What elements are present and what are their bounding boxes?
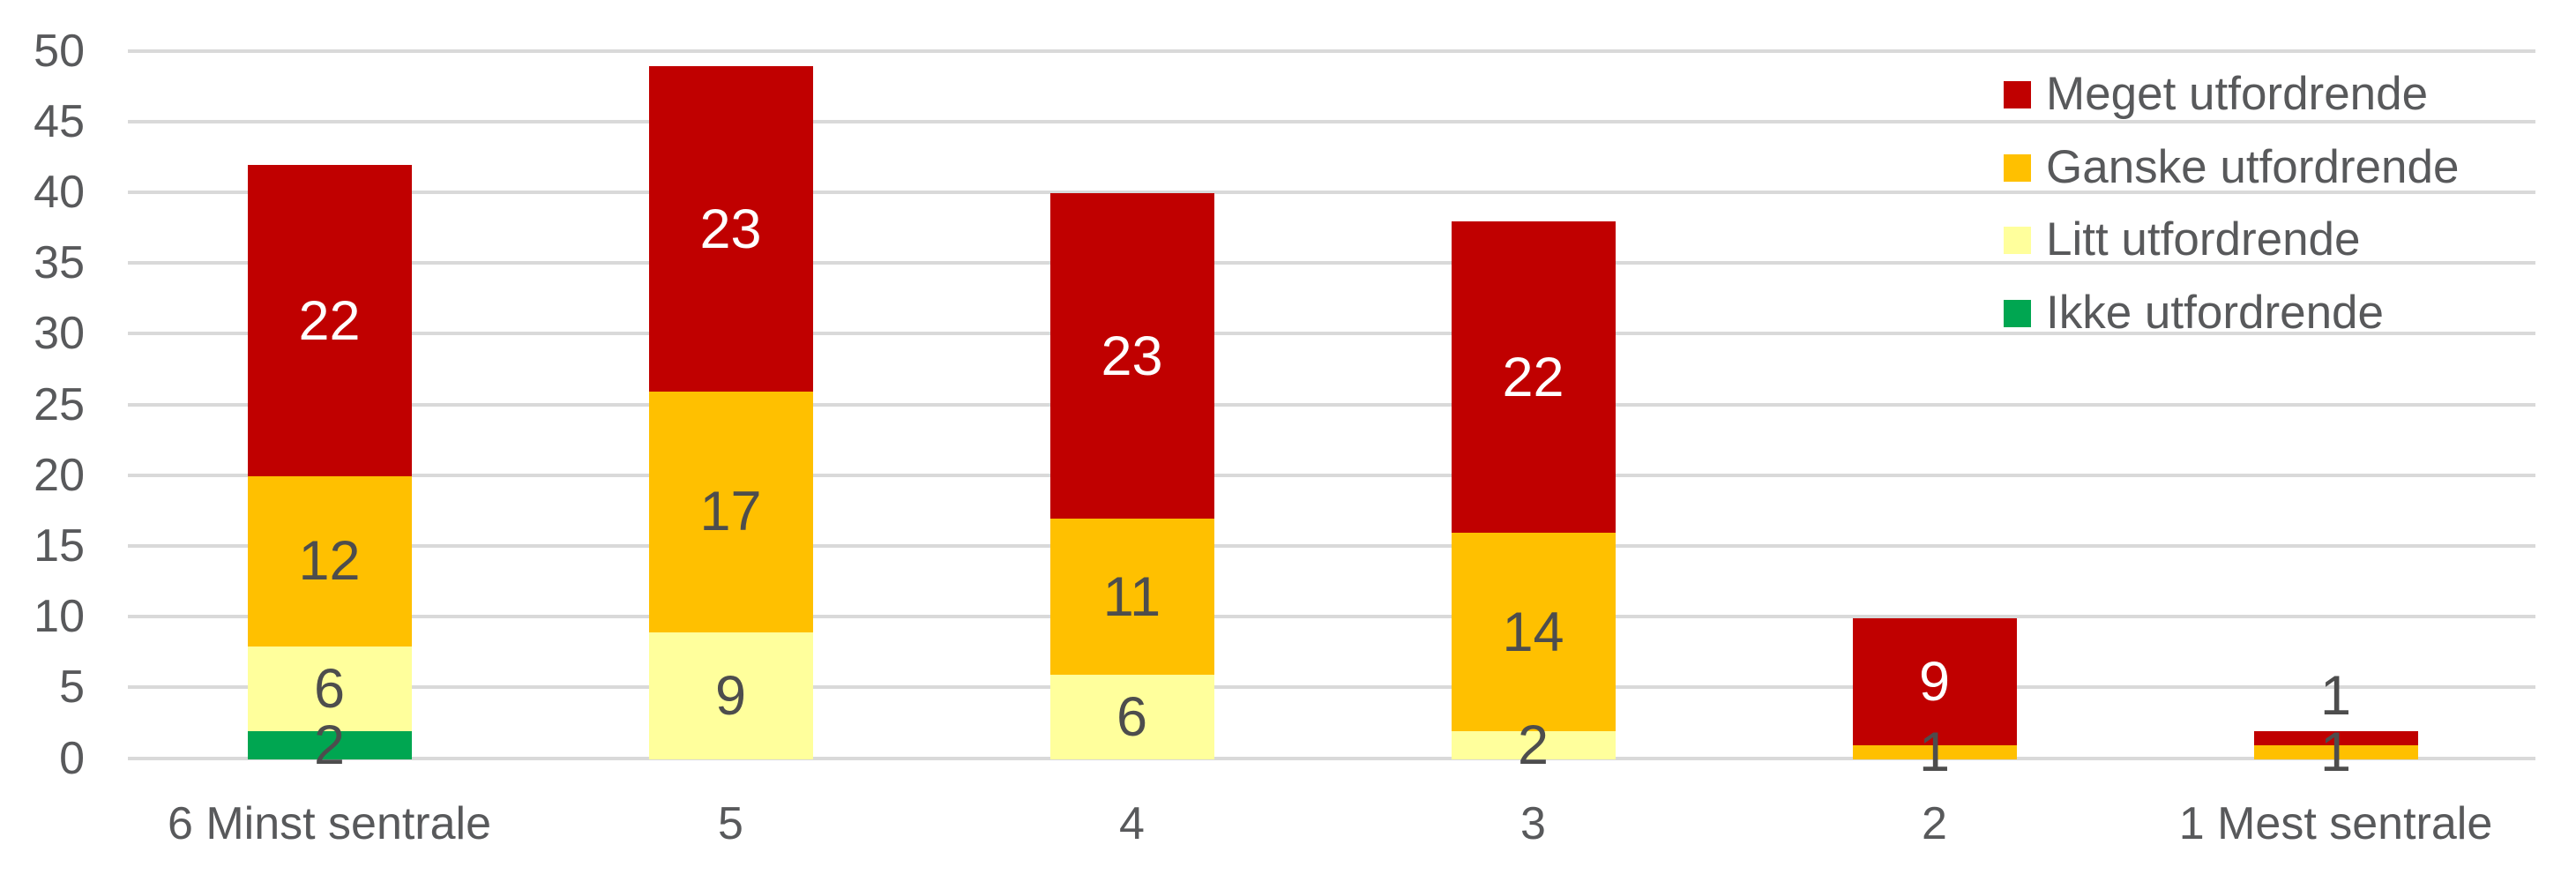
bar-segment (648, 66, 813, 392)
category-label: 2 (1922, 798, 1947, 849)
gridline (128, 543, 2535, 548)
legend-swatch (2004, 153, 2031, 182)
bar-segment (1049, 519, 1214, 675)
gridline (128, 49, 2535, 53)
data-label: 14 (1502, 601, 1564, 663)
bar-segment (648, 391, 813, 632)
data-label: 1 (2319, 664, 2352, 727)
category-label: 1 Mest sentrale (2178, 798, 2493, 849)
data-label: 9 (1918, 650, 1951, 713)
gridline (128, 190, 2535, 194)
data-label: 22 (1502, 346, 1564, 408)
y-tick-label: 10 (34, 591, 85, 643)
data-label: 17 (699, 481, 762, 543)
y-tick-label: 25 (34, 378, 85, 430)
data-label: 9 (714, 664, 747, 727)
gridline (128, 332, 2535, 336)
y-tick-label: 15 (34, 519, 85, 572)
y-tick-label: 0 (59, 732, 85, 784)
bar-segment (1852, 744, 2017, 759)
gridline (128, 685, 2535, 690)
category-label: 5 (718, 798, 743, 849)
data-label: 23 (1101, 325, 1163, 387)
bar-segment (1451, 730, 1616, 759)
y-tick-label: 50 (34, 25, 85, 77)
bar-segment (1049, 193, 1214, 519)
data-label: 22 (298, 289, 361, 352)
gridline (128, 402, 2535, 407)
legend-swatch (2004, 80, 2031, 108)
legend-label: Ganske utfordrende (2046, 141, 2460, 193)
category-label: 6 Minst sentrale (167, 798, 492, 849)
data-label: 6 (313, 657, 346, 720)
category-label: 4 (1119, 798, 1145, 849)
bar-segment (2253, 744, 2418, 759)
bar-segment (247, 476, 412, 647)
data-label: 23 (699, 198, 762, 260)
category-label: 3 (1520, 798, 1546, 849)
data-label: 2 (1517, 714, 1549, 776)
gridline (128, 119, 2535, 123)
legend-label: Litt utfordrende (2046, 213, 2361, 265)
gridline (128, 473, 2535, 477)
y-tick-label: 5 (59, 662, 85, 714)
bar-segment (1852, 617, 2017, 745)
data-label: 11 (1102, 565, 1161, 628)
bar-segment (247, 646, 412, 731)
y-tick-label: 35 (34, 237, 85, 289)
data-label: 6 (1116, 685, 1148, 748)
legend-label: Ikke utfordrende (2046, 287, 2385, 339)
bar-segment (1451, 533, 1616, 731)
bar-segment (2253, 730, 2418, 745)
bar-segment (247, 165, 412, 477)
gridline (128, 756, 2535, 760)
legend-swatch (2004, 299, 2031, 327)
data-label: 1 (1918, 721, 1951, 783)
y-tick-label: 45 (34, 95, 85, 147)
bar-segment (1049, 674, 1214, 759)
data-label: 2 (313, 714, 346, 776)
gridline (128, 261, 2535, 265)
y-tick-label: 30 (34, 308, 85, 360)
y-tick-label: 20 (34, 449, 85, 501)
bar-segment (1451, 221, 1616, 534)
y-tick-label: 40 (34, 166, 85, 218)
data-label: 1 (2319, 721, 2352, 783)
legend-swatch (2004, 226, 2031, 254)
bar-segment (247, 730, 412, 759)
bar-segment (648, 632, 813, 759)
gridline (128, 615, 2535, 619)
data-label: 12 (298, 530, 361, 593)
legend-label: Meget utfordrende (2046, 68, 2429, 120)
